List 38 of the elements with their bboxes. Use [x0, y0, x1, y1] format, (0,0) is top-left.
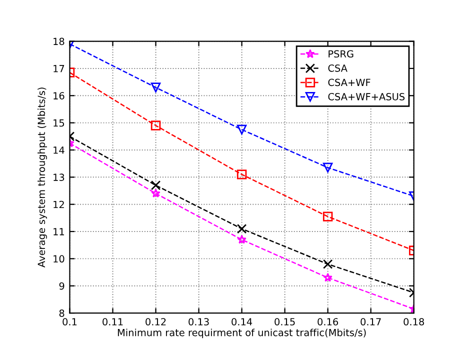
y-tick-label: 13: [54, 174, 64, 181]
point: [150, 82, 161, 92]
point: [236, 124, 247, 134]
x-tick-label: 0.15: [274, 318, 295, 326]
point: [322, 162, 333, 173]
y-tick-label: 14: [54, 146, 64, 154]
point: [322, 259, 333, 269]
x-tick-label: 0.18: [404, 318, 424, 326]
legend-label: CSA+WF: [328, 78, 370, 86]
point: [236, 224, 247, 234]
y-tick-label: 17: [54, 65, 64, 72]
x-tick-label: 0.12: [146, 318, 166, 326]
legend-label: CSA+WF+ASUS: [328, 93, 405, 100]
point: [322, 212, 333, 222]
y-tick-label: 15: [54, 119, 64, 127]
point: [323, 272, 332, 282]
x-tick-label: 0.17: [360, 318, 381, 326]
y-tick-label: 18: [54, 38, 64, 46]
point: [150, 120, 161, 130]
y-tick-label: 9: [59, 282, 64, 290]
y-tick-label: 8: [59, 310, 64, 317]
legend-label: PSRG: [328, 50, 354, 58]
y-tick-label: 16: [54, 92, 64, 100]
x-tick-label: 0.13: [188, 318, 209, 326]
x-tick-label: 0.14: [232, 318, 252, 326]
y-tick-label: 12: [54, 200, 64, 208]
x-tick-label: 0.11: [102, 318, 123, 326]
x-tick-label: 0.16: [318, 318, 338, 326]
x-axis-title: Minimum rate requirment of unicast traffic(Mbits/s): [118, 328, 366, 338]
point: [151, 188, 160, 198]
y-axis-title: Average system throughput (Mbits/s): [38, 88, 47, 268]
y-tick-label: 11: [54, 228, 64, 236]
legend-label: CSA: [328, 64, 348, 72]
point: [150, 180, 161, 190]
x-tick-label: 0.1: [62, 318, 77, 326]
point: [237, 234, 246, 244]
point: [236, 170, 247, 180]
y-tick-label: 10: [54, 255, 64, 263]
